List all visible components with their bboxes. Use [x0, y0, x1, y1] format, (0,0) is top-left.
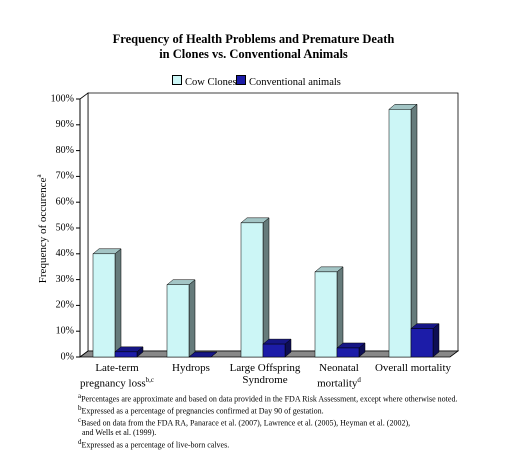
- footnote-text: Expressed as a percentage of live-born c…: [81, 440, 230, 450]
- y-tick-label: 50%: [56, 222, 74, 233]
- y-tick-label: 0%: [61, 351, 74, 362]
- y-tick-label: 60%: [56, 196, 74, 207]
- bar-side: [262, 217, 270, 358]
- footnote: aPercentages are approximate and based o…: [78, 392, 478, 404]
- legend-item: Cow Clones: [172, 75, 237, 88]
- legend-label: Conventional animals: [249, 77, 341, 88]
- bar: [410, 328, 434, 358]
- footnote-mark: b: [78, 404, 82, 413]
- x-tick-label: Large Offspring Syndrome: [223, 362, 307, 386]
- footnote: cBased on data from the FDA RA, Panarace…: [78, 416, 478, 438]
- footnote-mark: c: [78, 416, 82, 425]
- category-text: Late-term pregnancy loss: [79, 362, 146, 390]
- footnote-mark: d: [78, 437, 82, 446]
- footnote-text: Percentages are approximate and based on…: [81, 394, 458, 404]
- y-tick-label: 80%: [56, 145, 74, 156]
- y-label-text: Frequency of occurence: [36, 177, 49, 284]
- bar: [262, 343, 286, 358]
- footnote: dExpressed as a percentage of live-born …: [78, 438, 478, 450]
- bar: [240, 222, 264, 358]
- bar-side: [188, 279, 196, 358]
- chart-title: in Clones vs. Conventional Animals: [159, 47, 348, 61]
- y-axis-label: Frequency of occurencea: [35, 149, 49, 309]
- legend-label: Cow Clones: [185, 77, 237, 88]
- side-wall: [79, 92, 89, 358]
- bar: [166, 284, 190, 358]
- footnote: bExpressed as a percentage of pregnancie…: [78, 404, 478, 416]
- bar: [92, 253, 116, 358]
- footnote-mark: b,c: [145, 376, 155, 384]
- footnote-mark: a: [78, 392, 82, 400]
- category-text: Overall mortality: [374, 362, 452, 374]
- footnote-text: Expressed as a percentage of pregnancies…: [81, 406, 324, 416]
- bar-side: [432, 323, 440, 358]
- bar-side: [114, 248, 122, 358]
- y-tick-label: 40%: [56, 248, 74, 259]
- x-tick-label: Neonatal mortalityd: [309, 362, 369, 390]
- legend-swatch: [172, 75, 182, 85]
- bar-side: [410, 103, 418, 358]
- y-tick-label: 20%: [56, 300, 74, 311]
- footnote-mark: d: [357, 376, 361, 384]
- y-tick-label: 100%: [51, 93, 74, 104]
- x-tick-label: Late-term pregnancy lossb,c: [75, 362, 159, 390]
- category-text: Hydrops: [172, 362, 210, 374]
- category-text: Neonatal mortality: [317, 362, 359, 390]
- footnote-text: Based on data from the FDA RA, Panarace …: [81, 418, 411, 428]
- legend-item: Conventional animals: [236, 75, 341, 88]
- footnotes: aPercentages are approximate and based o…: [78, 392, 478, 450]
- footnote-mark: a: [35, 174, 44, 178]
- category-text: Large Offspring Syndrome: [229, 362, 301, 386]
- y-tick-label: 90%: [56, 119, 74, 130]
- bar: [336, 347, 360, 358]
- bar: [388, 109, 412, 358]
- bar: [114, 351, 138, 358]
- x-tick-label: Hydrops: [149, 362, 233, 374]
- y-tick-label: 30%: [56, 274, 74, 285]
- y-tick-label: 70%: [56, 171, 74, 182]
- bar: [314, 271, 338, 358]
- y-tick-label: 10%: [56, 325, 74, 336]
- footnote-text: and Wells et al. (1999).: [82, 428, 157, 438]
- legend-swatch: [236, 75, 246, 85]
- x-tick-label: Overall mortality: [358, 362, 468, 374]
- chart-title: Frequency of Health Problems and Prematu…: [112, 32, 395, 46]
- bar-top: [188, 351, 218, 358]
